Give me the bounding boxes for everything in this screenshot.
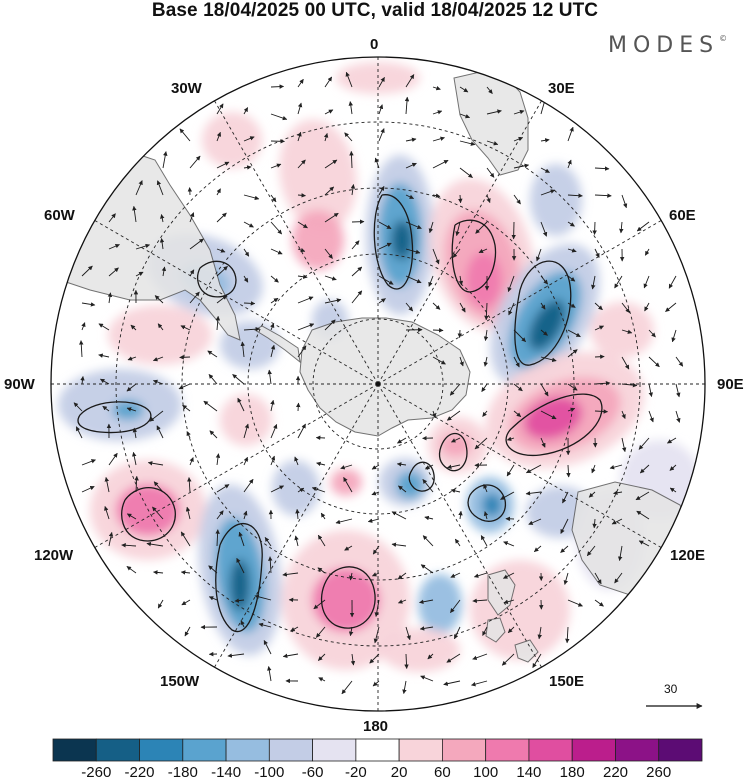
colorbar-tick-label: -220 [124,764,155,781]
lon-label-30e: 30E [548,80,575,97]
streamlines [77,194,603,633]
lon-label-120w: 120W [34,547,74,564]
brand-logo: MODES© [608,33,728,58]
lon-label-120e: 120E [670,547,706,564]
colorbar-swatch [52,738,97,762]
lon-label-150w: 150W [160,673,200,690]
colorbar-tick-label: -180 [167,764,198,781]
colorbar-swatch [268,738,313,762]
lon-label-150e: 150E [549,673,585,690]
colorbar-swatch [528,738,573,762]
lon-label-60e: 60E [669,207,696,224]
lon-label-30w: 30W [171,80,202,97]
colorbar-swatch [398,738,443,762]
lon-label-0: 0 [370,36,379,53]
colorbar-tick-label: 20 [390,764,408,781]
colorbar-tick-label: 60 [434,764,451,781]
lon-label-180: 180 [363,718,389,735]
pole-marker [375,381,381,387]
reference-vector-label: 30 [664,682,678,696]
colorbar-swatch [355,738,400,762]
colorbar-swatch [95,738,140,762]
lon-label-60w: 60W [44,207,75,224]
wind-arrows [73,71,684,695]
colorbar-tick-label: -140 [211,764,242,781]
map-border [50,56,706,712]
colorbar-swatch [571,738,616,762]
colorbar-swatch [139,738,184,762]
colorbar-swatch [441,738,487,762]
lon-label-90e: 90E [717,376,744,393]
colorbar-tick-label: 260 [646,764,672,781]
colorbar-tick-label: 140 [516,764,542,781]
colorbar-tick-label: 100 [473,764,499,781]
colorbar-swatch [312,738,357,762]
colorbar-swatch [182,738,227,762]
colorbar-swatch [225,738,270,762]
colorbar-swatch [485,738,530,762]
map-title: Base 18/04/2025 00 UTC, valid 18/04/2025… [151,0,599,21]
colorbar-tick-label: 180 [559,764,585,781]
colorbar-tick-label: -100 [254,764,285,781]
colorbar-swatch [615,738,660,762]
graticule [51,57,705,711]
colorbar-tick-label: -260 [81,764,112,781]
colorbar [52,738,703,762]
lon-label-90w: 90W [4,376,35,393]
colorbar-tick-label: -20 [345,764,367,781]
colorbar-tick-label: 220 [602,764,629,781]
colorbar-swatch [658,738,703,762]
colorbar-tick-label: -60 [301,764,324,781]
